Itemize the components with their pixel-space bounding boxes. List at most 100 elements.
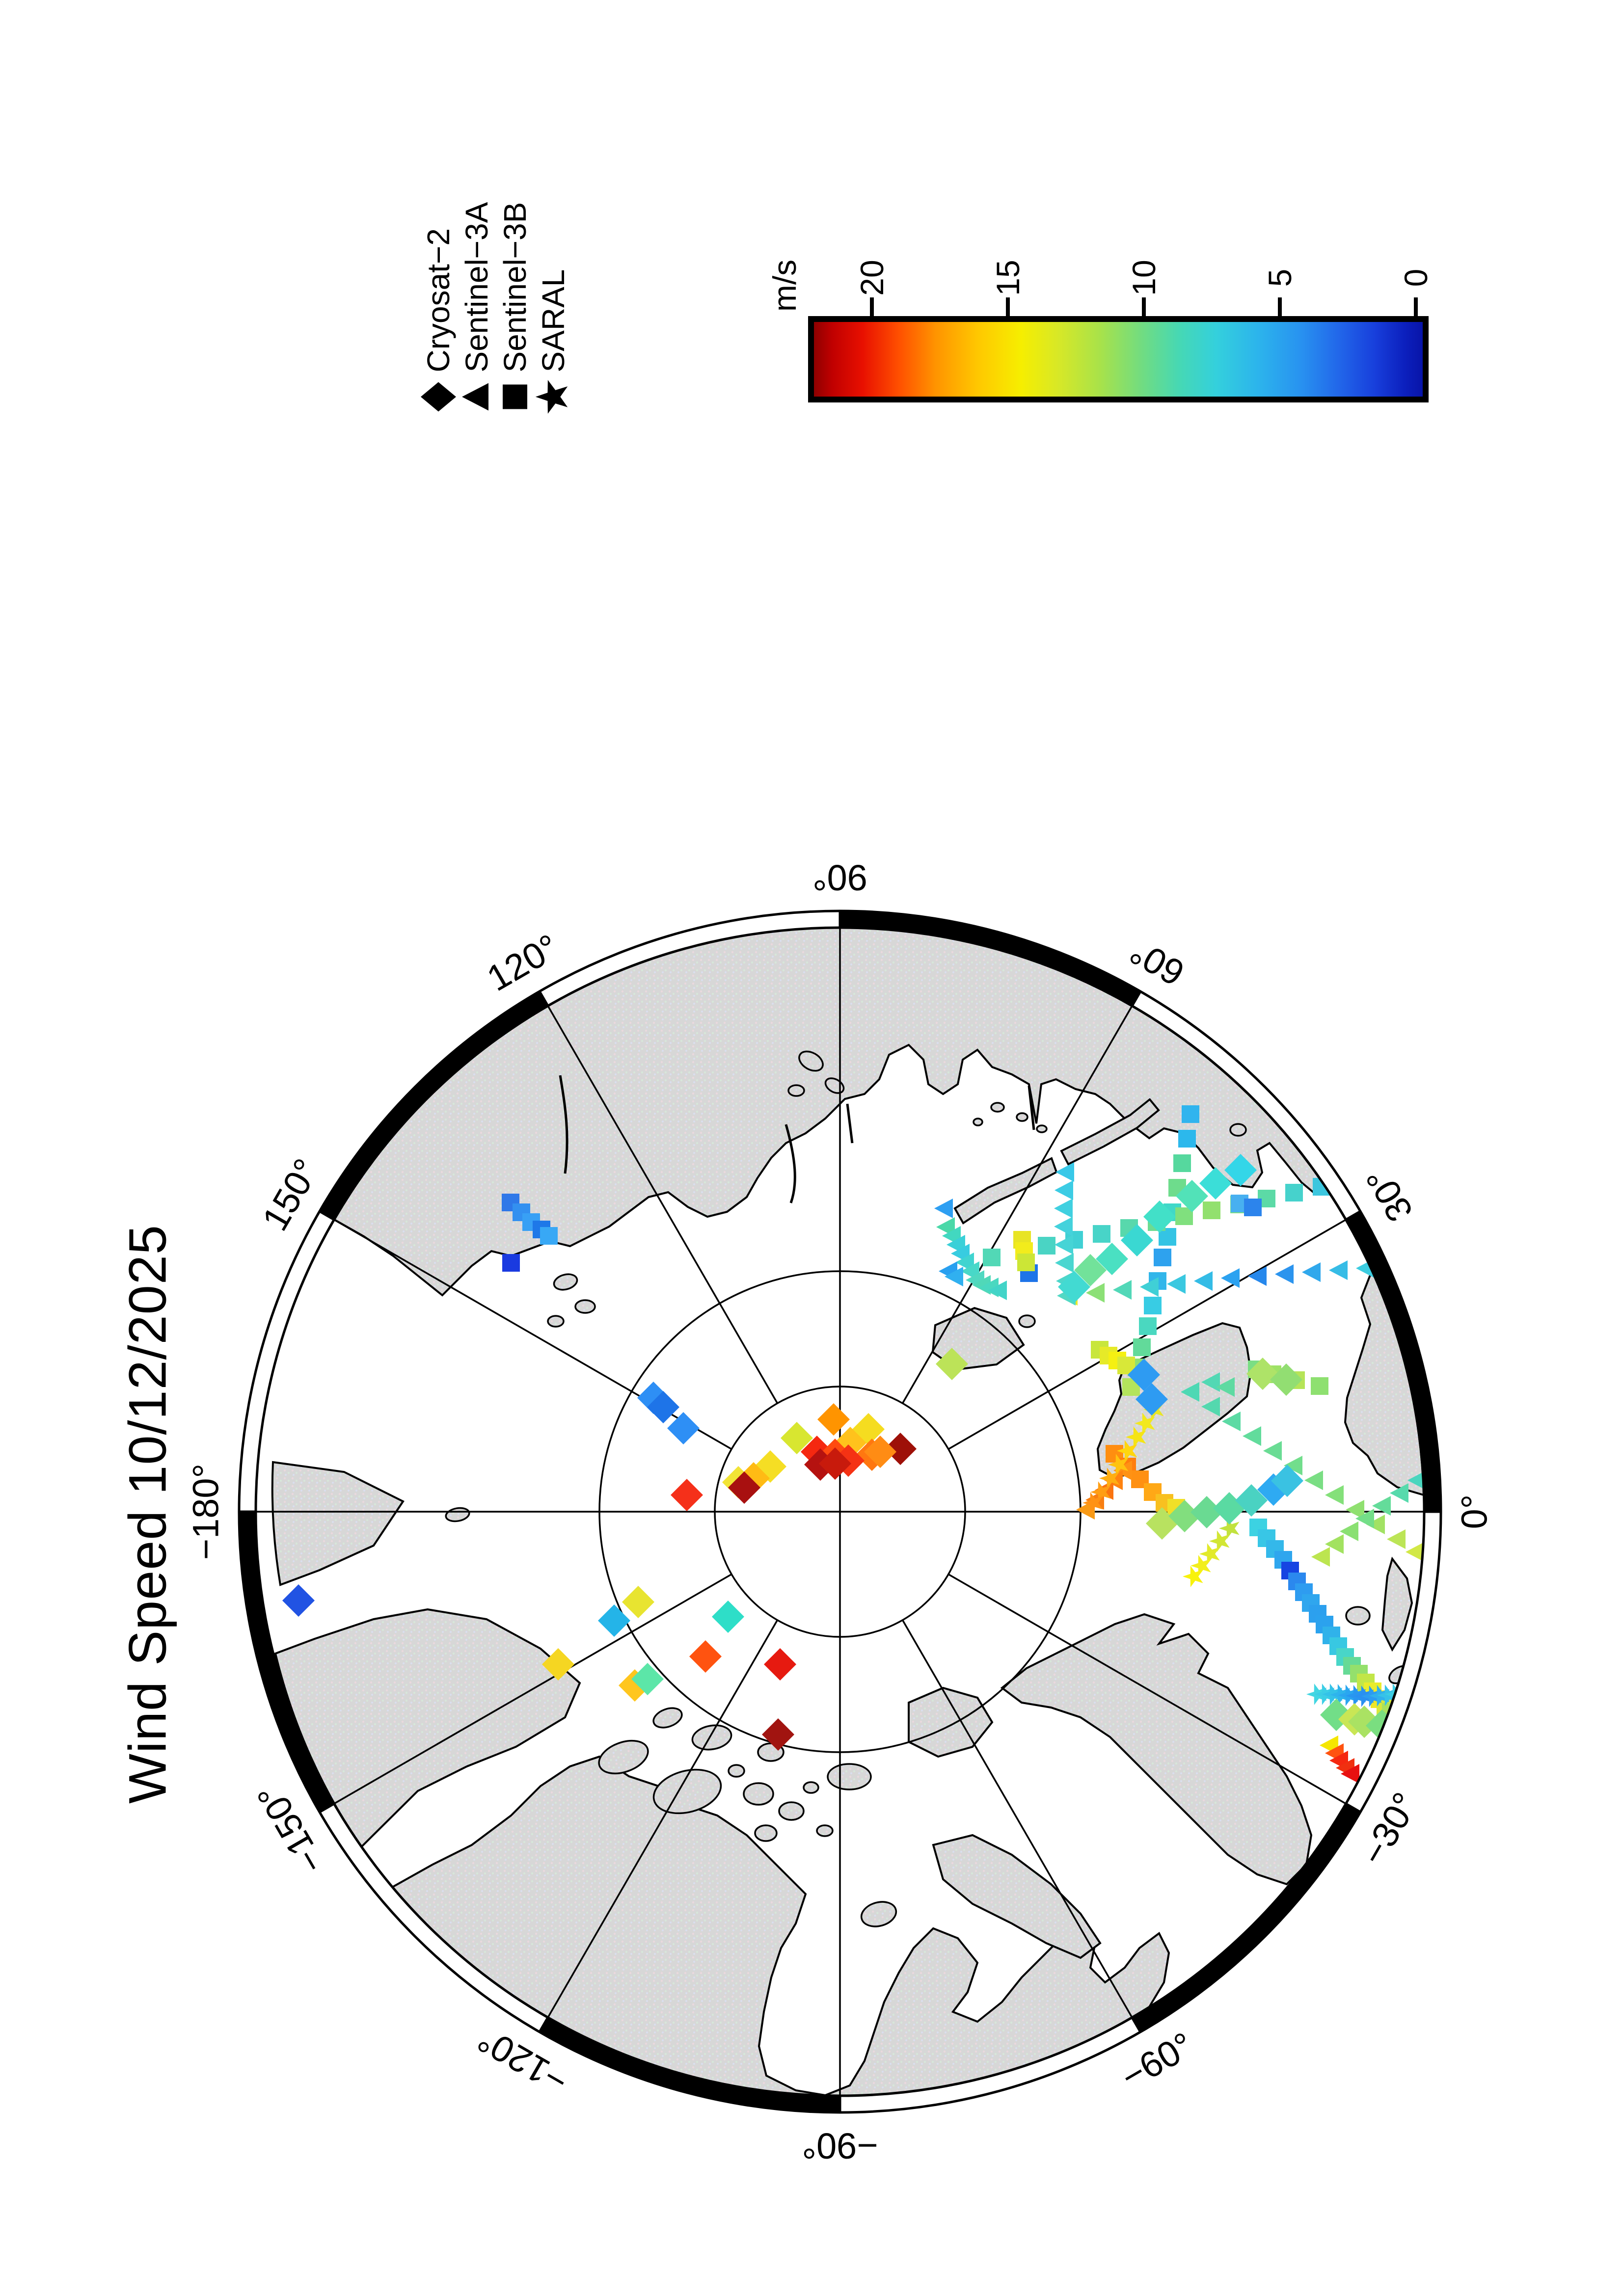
colorbar-tick-label: 0 [1398,268,1434,287]
rim-black-arc [1346,1211,1441,1512]
data-marker-diamond [817,1403,850,1436]
data-marker-triangle [1387,1529,1406,1549]
data-marker-star [1190,1555,1211,1576]
data-marker-triangle [1086,1283,1105,1303]
diamond-icon [420,372,457,421]
island [827,1763,872,1790]
rim-black-arc [1132,1804,1361,2032]
rim-label: 150° [254,1152,327,1237]
data-marker-diamond [542,1648,574,1681]
data-marker-diamond [671,1479,703,1511]
data-marker-triangle [1340,1522,1358,1541]
landmass [932,1834,1102,1959]
data-marker-square [1154,1249,1171,1266]
landmass [1381,1556,1413,1652]
colorbar-unit: m/s [766,259,803,312]
data-marker-diamond [1096,1243,1128,1275]
triangle-icon [458,372,495,421]
data-marker-diamond [936,1348,968,1380]
data-marker-square [540,1227,558,1245]
data-marker-triangle [1355,1509,1374,1528]
data-marker-diamond [728,1471,760,1504]
data-marker-triangle [1284,1456,1302,1475]
star-icon [534,372,573,421]
colorbar-tick [870,297,874,317]
meridian-line [547,1005,779,1404]
data-marker-triangle [1311,1547,1330,1567]
colorbar-gradient [814,322,1423,397]
data-marker-star [1135,1413,1155,1434]
island [652,1768,722,1815]
data-marker-diamond [1143,1201,1176,1233]
river [559,1075,568,1174]
page-title: Wind Speed 10/12/2025 [117,1225,177,1804]
data-marker-triangle [1181,1382,1199,1402]
data-marker-triangle [1329,1260,1348,1280]
colorbar-tick-label: 20 [854,260,890,296]
data-marker-diamond [1176,1180,1208,1212]
island [1016,1112,1028,1122]
data-marker-diamond [622,1586,654,1618]
legend-label: Sentinel−3A [459,202,494,373]
data-marker-triangle [1366,1515,1385,1534]
data-marker-triangle [1325,1534,1344,1554]
data-marker-triangle [1054,1199,1073,1218]
data-marker-triangle [1304,1470,1323,1490]
data-marker-square [1139,1317,1157,1335]
island [973,1118,983,1126]
data-marker-square [1285,1184,1303,1201]
island [691,1724,732,1751]
data-marker-diamond [667,1412,700,1444]
rim-segment-tick [1131,990,1142,1007]
data-marker-square [1038,1237,1055,1255]
rim-segment-tick [319,1210,335,1221]
island [803,1781,819,1794]
data-marker-square [983,1249,1001,1266]
data-marker-triangle [1055,1235,1073,1255]
data-marker-triangle [1325,1485,1344,1505]
data-marker-diamond [1224,1154,1257,1186]
data-marker-diamond [762,1718,794,1751]
rim-black-arc [319,991,548,1220]
island [1345,1606,1371,1626]
data-marker-triangle [1194,1271,1213,1291]
data-marker-triangle [1221,1268,1240,1288]
rim-black-arc [840,911,1140,1006]
island [778,1801,805,1821]
data-marker-triangle [945,1267,963,1286]
data-marker-diamond [1199,1167,1232,1200]
landmass [1000,1613,1313,1886]
data-marker-triangle [1201,1397,1220,1416]
island [798,1050,824,1072]
data-marker-square [1173,1154,1191,1172]
rim-segment-tick [538,990,549,1007]
legend-label: Cryosat−2 [421,228,456,373]
data-marker-diamond [1235,1484,1268,1517]
data-marker-diamond [1136,1383,1168,1415]
data-marker-triangle [1372,1496,1391,1516]
island [1036,1124,1048,1133]
data-marker-diamond [1121,1224,1153,1256]
data-marker-star [1126,1426,1146,1448]
data-marker-diamond [1246,1358,1279,1390]
data-marker-diamond [1128,1359,1160,1391]
legend-row-saral: SARAL [534,202,573,422]
legend-label: Sentinel−3B [497,202,533,373]
data-marker-diamond [689,1640,722,1673]
data-marker-star [1209,1530,1230,1552]
data-marker-triangle [1390,1483,1408,1503]
data-marker-square [1093,1225,1110,1243]
colorbar-tick [1142,297,1146,317]
rim-segment-tick [319,1802,335,1814]
data-marker-square [1409,1159,1424,1177]
data-marker-triangle [1248,1266,1267,1286]
data-marker-star [1377,1684,1398,1706]
data-marker-square [1244,1199,1262,1216]
data-marker-triangle [1341,1764,1359,1784]
island [743,1782,774,1806]
landmass [1060,1098,1160,1166]
data-marker-star [1108,1454,1129,1475]
island [598,1739,649,1775]
